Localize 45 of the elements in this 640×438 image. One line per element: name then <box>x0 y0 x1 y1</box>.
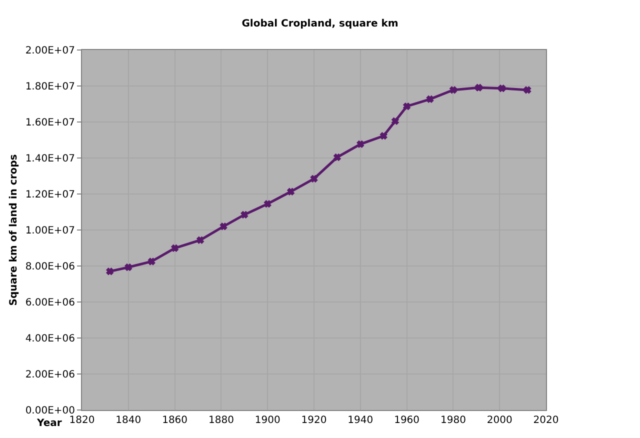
x-tick-label: 2000 <box>486 415 512 426</box>
y-tick-label: 2.00E+07 <box>25 46 75 56</box>
x-tick-label: 1900 <box>254 415 280 426</box>
x-axis-title: Year <box>36 418 62 429</box>
x-tick-label: 1860 <box>162 415 188 426</box>
point <box>392 118 399 125</box>
y-tick-label: 4.00E+06 <box>25 334 75 344</box>
point <box>310 175 318 182</box>
y-tick-label: 2.00E+06 <box>25 370 75 380</box>
point <box>287 188 294 196</box>
point <box>334 154 341 161</box>
point <box>356 140 364 148</box>
point <box>196 236 204 244</box>
point <box>380 132 388 140</box>
point <box>475 84 482 92</box>
x-tick-label: 1920 <box>301 415 327 426</box>
y-tick-label: 1.00E+07 <box>25 226 75 236</box>
x-tick-label: 1880 <box>208 415 234 426</box>
y-tick-label: 1.40E+07 <box>25 154 75 164</box>
point <box>426 96 434 103</box>
point <box>450 86 457 94</box>
y-axis-title: Square km of land in crops <box>8 154 20 306</box>
point <box>148 258 156 266</box>
point <box>498 84 506 92</box>
y-tick-label: 1.20E+07 <box>25 190 75 200</box>
point <box>220 222 228 230</box>
x-tick-label: 1840 <box>116 415 142 426</box>
y-tick-label: 1.80E+07 <box>25 82 75 92</box>
x-tick-label: 2020 <box>533 415 559 426</box>
point <box>171 244 178 252</box>
point <box>124 264 132 271</box>
point <box>403 102 410 110</box>
y-tick-label: 8.00E+06 <box>25 262 75 272</box>
point <box>524 86 532 94</box>
x-tick-label: 1980 <box>440 415 466 426</box>
y-tick-label: 1.60E+07 <box>25 118 75 128</box>
x-tick-label: 1820 <box>69 415 95 426</box>
x-tick-label: 1940 <box>348 415 374 426</box>
y-tick-label: 6.00E+06 <box>25 298 75 308</box>
x-tick-label: 1960 <box>394 415 420 426</box>
chart-title: Global Cropland, square km <box>242 18 398 30</box>
point <box>240 211 248 218</box>
point <box>264 200 272 208</box>
point <box>106 268 114 275</box>
y-tick-label: 0.00E+00 <box>25 406 75 416</box>
